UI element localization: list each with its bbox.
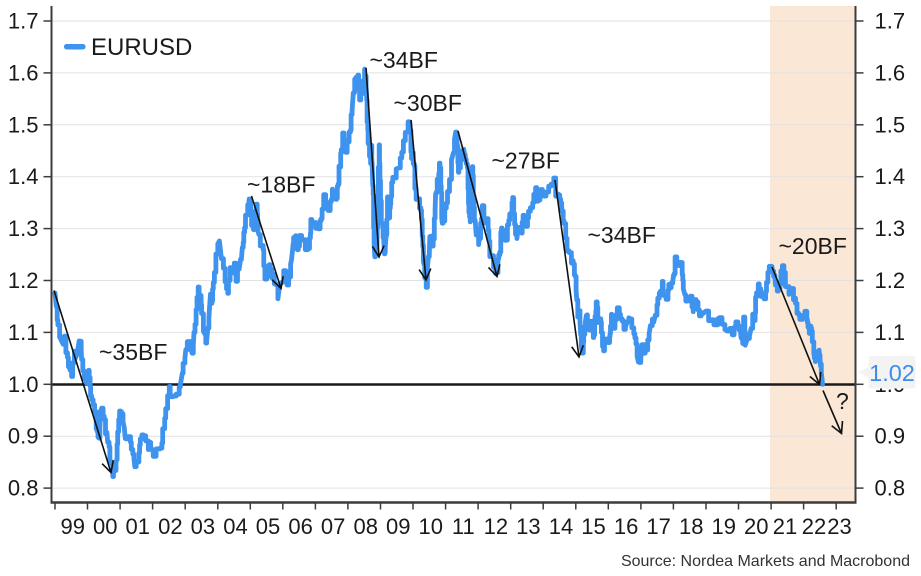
svg-text:10: 10 — [419, 514, 443, 539]
svg-text:02: 02 — [158, 514, 182, 539]
svg-text:0.8: 0.8 — [875, 476, 906, 501]
svg-text:21: 21 — [773, 514, 797, 539]
svg-text:~27BF: ~27BF — [492, 148, 560, 174]
svg-text:Source: Nordea Markets and Mac: Source: Nordea Markets and Macrobond — [621, 553, 910, 570]
svg-text:22: 22 — [802, 514, 826, 539]
svg-text:08: 08 — [353, 514, 377, 539]
svg-text:16: 16 — [614, 514, 638, 539]
svg-text:18: 18 — [679, 514, 703, 539]
svg-text:?: ? — [836, 388, 849, 414]
svg-text:1.0: 1.0 — [8, 372, 39, 397]
svg-text:1.5: 1.5 — [875, 112, 906, 137]
svg-text:1.2: 1.2 — [8, 268, 39, 293]
svg-text:1.3: 1.3 — [875, 216, 906, 241]
svg-text:09: 09 — [386, 514, 410, 539]
svg-text:1.4: 1.4 — [875, 164, 906, 189]
svg-text:1.02: 1.02 — [869, 360, 915, 386]
svg-text:23: 23 — [827, 514, 851, 539]
svg-text:00: 00 — [93, 514, 117, 539]
svg-text:03: 03 — [191, 514, 215, 539]
svg-text:0.9: 0.9 — [8, 424, 39, 449]
svg-text:1.6: 1.6 — [8, 60, 39, 85]
svg-text:0.9: 0.9 — [875, 424, 906, 449]
svg-text:19: 19 — [711, 514, 735, 539]
svg-text:1.1: 1.1 — [875, 320, 906, 345]
svg-text:1.3: 1.3 — [8, 216, 39, 241]
svg-text:~18BF: ~18BF — [247, 172, 315, 198]
svg-text:04: 04 — [223, 514, 247, 539]
svg-text:~35BF: ~35BF — [99, 339, 167, 365]
svg-text:1.4: 1.4 — [8, 164, 39, 189]
svg-text:12: 12 — [484, 514, 508, 539]
svg-text:13: 13 — [516, 514, 540, 539]
svg-text:~34BF: ~34BF — [588, 222, 656, 248]
svg-text:05: 05 — [256, 514, 280, 539]
svg-text:0.8: 0.8 — [8, 476, 39, 501]
svg-text:1.7: 1.7 — [8, 9, 39, 34]
svg-text:1.2: 1.2 — [875, 268, 906, 293]
svg-text:11: 11 — [452, 514, 475, 539]
svg-text:1.7: 1.7 — [875, 9, 906, 34]
svg-text:20: 20 — [744, 514, 768, 539]
svg-text:~20BF: ~20BF — [779, 233, 847, 259]
svg-text:1.6: 1.6 — [875, 60, 906, 85]
svg-text:~30BF: ~30BF — [394, 90, 462, 116]
svg-text:15: 15 — [581, 514, 605, 539]
svg-text:07: 07 — [321, 514, 345, 539]
svg-text:06: 06 — [288, 514, 312, 539]
svg-text:99: 99 — [60, 514, 84, 539]
svg-text:~34BF: ~34BF — [370, 47, 438, 73]
svg-text:EURUSD: EURUSD — [91, 34, 192, 61]
svg-text:14: 14 — [549, 514, 573, 539]
svg-text:01: 01 — [126, 514, 150, 539]
svg-text:1.1: 1.1 — [8, 320, 39, 345]
svg-text:1.5: 1.5 — [8, 112, 39, 137]
svg-text:17: 17 — [646, 514, 670, 539]
